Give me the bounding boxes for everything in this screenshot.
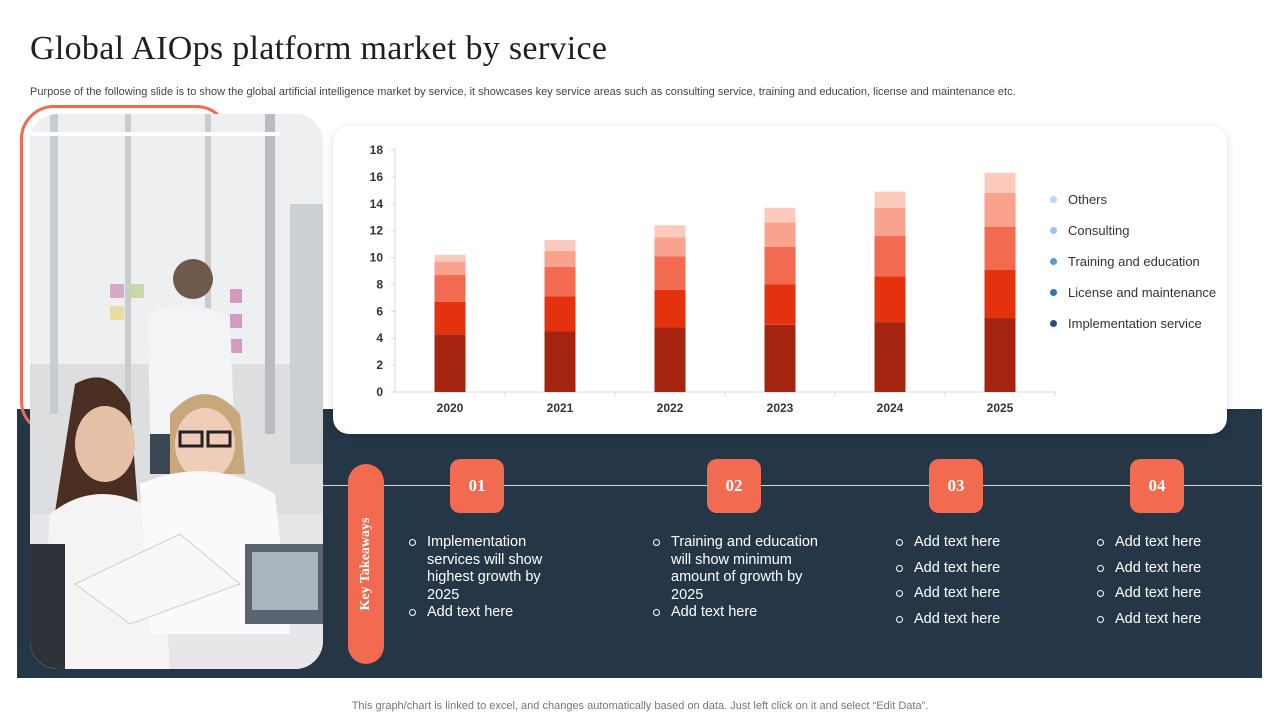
chart-card: 0 2 4 6 8 10 12 14 16 18 2020 2021 2022 2023 2024 2025 xyxy=(333,126,1227,434)
bar-segment xyxy=(654,225,686,238)
takeaway-item: Add text here xyxy=(1097,611,1237,629)
takeaway-list: Implementation services will show highes… xyxy=(409,534,569,622)
legend-item: Training and education xyxy=(1050,246,1216,277)
y-tick-label: 18 xyxy=(370,143,384,157)
bar-segment xyxy=(654,327,686,392)
legend-label: Implementation service xyxy=(1068,316,1202,331)
takeaways-divider xyxy=(323,485,1262,486)
legend-dot-icon xyxy=(1050,289,1057,296)
takeaway-number-badge: 04 xyxy=(1130,459,1184,513)
legend-label: Consulting xyxy=(1068,223,1130,238)
page-title: Global AIOps platform market by service xyxy=(30,30,608,67)
bar-segment xyxy=(544,266,576,297)
bar-segment xyxy=(984,193,1016,227)
bar-segment xyxy=(654,256,686,290)
bar-segment xyxy=(984,172,1016,194)
x-tick-label: 2022 xyxy=(657,401,684,415)
y-tick-label: 8 xyxy=(376,277,383,291)
key-takeaways-tab xyxy=(348,464,384,664)
takeaway-item: Add text here xyxy=(896,534,1036,552)
bar-segment xyxy=(434,275,466,302)
bar-segment xyxy=(874,207,906,237)
legend-item: Others xyxy=(1050,184,1216,215)
y-tick-label: 14 xyxy=(370,197,384,211)
chart-legend: Others Consulting Training and education… xyxy=(1050,184,1216,339)
legend-label: Training and education xyxy=(1068,254,1200,269)
legend-dot-icon xyxy=(1050,258,1057,265)
bar-segment xyxy=(544,250,576,267)
x-tick-label: 2024 xyxy=(877,401,904,415)
takeaway-number-badge: 01 xyxy=(450,459,504,513)
takeaway-item: Add text here xyxy=(896,585,1036,603)
takeaway-item: Training and education will show minimum… xyxy=(653,534,818,604)
legend-item: Implementation service xyxy=(1050,308,1216,339)
x-tick-label: 2025 xyxy=(987,401,1014,415)
legend-dot-icon xyxy=(1050,227,1057,234)
legend-dot-icon xyxy=(1050,196,1057,203)
bar-segment xyxy=(434,261,466,276)
bar-segment xyxy=(654,237,686,257)
y-tick-label: 4 xyxy=(376,331,383,345)
y-tick-label: 10 xyxy=(370,251,384,265)
bar-segment xyxy=(544,331,576,392)
takeaway-item: Add text here xyxy=(896,611,1036,629)
x-tick-label: 2023 xyxy=(767,401,794,415)
takeaway-list: Training and education will show minimum… xyxy=(653,534,818,622)
bar-segment xyxy=(874,276,906,323)
takeaway-item: Add text here xyxy=(409,604,569,622)
takeaway-item: Add text here xyxy=(1097,534,1237,552)
office-photo xyxy=(30,114,323,669)
takeaway-item: Add text here xyxy=(653,604,818,622)
bar-segment xyxy=(434,254,466,262)
legend-item: License and maintenance xyxy=(1050,277,1216,308)
footer-note: This graph/chart is linked to excel, and… xyxy=(351,700,929,712)
bar-segment xyxy=(984,269,1016,319)
bar-segment xyxy=(544,296,576,332)
page-subtitle: Purpose of the following slide is to sho… xyxy=(30,86,1016,98)
bar-segment xyxy=(874,236,906,277)
legend-dot-icon xyxy=(1050,320,1057,327)
takeaway-item: Add text here xyxy=(896,560,1036,578)
y-tick-label: 2 xyxy=(376,358,383,372)
bar-segment xyxy=(764,284,796,325)
bar-segment xyxy=(764,246,796,285)
key-takeaways-label: Key Takeaways xyxy=(358,517,373,611)
legend-item: Consulting xyxy=(1050,215,1216,246)
stacked-bar-chart[interactable]: 0 2 4 6 8 10 12 14 16 18 2020 2021 2022 2023 2024 2025 xyxy=(333,126,1227,434)
takeaway-item: Add text here xyxy=(1097,585,1237,603)
takeaway-item: Implementation services will show highes… xyxy=(409,534,569,604)
bar-segment xyxy=(654,289,686,328)
x-tick-label: 2020 xyxy=(437,401,464,415)
bar-segment xyxy=(764,222,796,247)
bar-segment xyxy=(544,240,576,251)
y-tick-label: 12 xyxy=(370,224,384,238)
bar-segment xyxy=(764,207,796,223)
y-tick-label: 6 xyxy=(376,304,383,318)
bar-segment xyxy=(874,191,906,208)
bar-segment xyxy=(984,318,1016,392)
legend-label: Others xyxy=(1068,192,1108,207)
takeaway-list: Add text here Add text here Add text her… xyxy=(896,534,1036,636)
legend-label: License and maintenance xyxy=(1068,285,1217,300)
y-tick-label: 0 xyxy=(376,385,383,399)
bar-segment xyxy=(434,334,466,392)
takeaway-item: Add text here xyxy=(1097,560,1237,578)
bar-segment xyxy=(434,301,466,335)
bar-segment xyxy=(984,226,1016,270)
takeaway-number-badge: 02 xyxy=(707,459,761,513)
x-tick-label: 2021 xyxy=(547,401,574,415)
takeaway-list: Add text here Add text here Add text her… xyxy=(1097,534,1237,636)
y-tick-label: 16 xyxy=(370,170,384,184)
bar-segment xyxy=(874,322,906,392)
bar-segment xyxy=(764,324,796,392)
takeaway-number-badge: 03 xyxy=(929,459,983,513)
